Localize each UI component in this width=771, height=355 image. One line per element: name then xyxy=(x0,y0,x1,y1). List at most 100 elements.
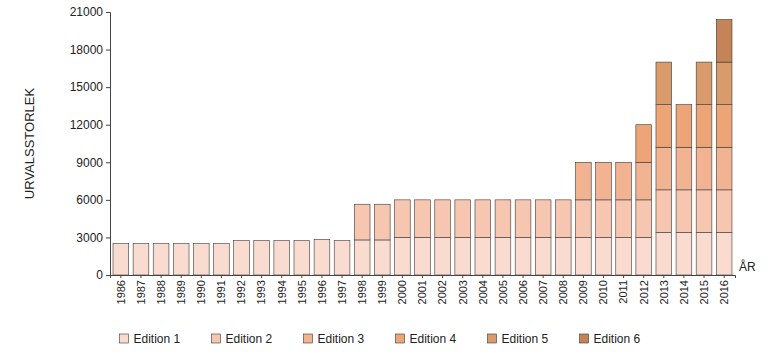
x-tick-mark xyxy=(623,275,624,278)
bar-segment xyxy=(475,237,491,275)
x-tick-mark xyxy=(724,275,725,278)
y-tick: 18000 xyxy=(70,43,110,57)
bar-segment xyxy=(576,237,592,275)
legend-item: Edition 1 xyxy=(120,332,181,346)
x-tick-label: 1986 xyxy=(115,280,127,304)
y-tick: 12000 xyxy=(70,118,110,132)
x-tick-label: 2008 xyxy=(557,280,569,304)
legend-label: Edition 3 xyxy=(318,332,365,346)
y-tick-label: 0 xyxy=(96,268,103,282)
x-tick: 2003 xyxy=(457,275,469,304)
x-tick-label: 1995 xyxy=(296,280,308,304)
x-tick: 2011 xyxy=(617,275,629,304)
bar-segment xyxy=(596,162,612,200)
x-tick-mark xyxy=(442,275,443,278)
y-tick-label: 6000 xyxy=(76,193,103,207)
x-tick-mark xyxy=(663,275,664,278)
bar-segment xyxy=(495,237,511,275)
x-tick-label: 1991 xyxy=(215,280,227,304)
bar-segment xyxy=(515,200,531,238)
y-tick-mark xyxy=(106,125,110,126)
bar-segment xyxy=(696,105,712,148)
bar-segment xyxy=(636,200,652,238)
x-tick-label: 1990 xyxy=(195,280,207,304)
x-tick-mark xyxy=(462,275,463,278)
x-tick-mark xyxy=(704,275,705,278)
bar-segment xyxy=(173,244,189,275)
bar-segment xyxy=(636,125,652,163)
x-tick-label: 1993 xyxy=(255,280,267,304)
x-tick-label: 2011 xyxy=(617,280,629,304)
legend-label: Edition 5 xyxy=(502,332,549,346)
x-tick: 2015 xyxy=(698,275,710,304)
bar-segment xyxy=(596,200,612,238)
x-tick-label: 1994 xyxy=(276,280,288,304)
legend-item: Edition 3 xyxy=(304,332,365,346)
bar-segment xyxy=(133,244,149,275)
x-tick-label: 2007 xyxy=(537,280,549,304)
x-tick: 2012 xyxy=(638,275,650,304)
x-tick-label: 2002 xyxy=(436,280,448,304)
bar-segment xyxy=(716,62,732,105)
x-tick-mark xyxy=(221,275,222,278)
x-tick-label: 2012 xyxy=(638,280,650,304)
y-tick-label: 12000 xyxy=(70,118,104,132)
x-tick-label: 2014 xyxy=(678,280,690,304)
x-tick: 1987 xyxy=(135,275,147,304)
y-tick-mark xyxy=(106,162,110,163)
x-tick-mark xyxy=(422,275,423,278)
x-tick-mark xyxy=(603,275,604,278)
x-tick-label: 2003 xyxy=(457,280,469,304)
bar-segment xyxy=(274,241,290,275)
x-axis-title: ÅR xyxy=(739,259,756,274)
x-tick-label: 2009 xyxy=(577,280,589,304)
x-tick-label: 1987 xyxy=(135,280,147,304)
x-tick-mark xyxy=(482,275,483,278)
bar-segment xyxy=(234,241,250,275)
x-tick-mark xyxy=(181,275,182,278)
x-tick-mark xyxy=(382,275,383,278)
x-tick-label: 2001 xyxy=(416,280,428,304)
y-tick-label: 3000 xyxy=(76,231,103,245)
x-tick-mark xyxy=(301,275,302,278)
y-axis-title: URVALSSTORLEK xyxy=(22,88,37,200)
y-tick-mark xyxy=(106,12,110,13)
bar-segment xyxy=(656,232,672,275)
bar-segment xyxy=(716,232,732,275)
x-tick-label: 2015 xyxy=(698,280,710,304)
x-tick: 2010 xyxy=(597,275,609,304)
bar-segment xyxy=(676,105,692,148)
x-axis: 1986198719881989199019911992199319941995… xyxy=(111,275,736,304)
bar-segment xyxy=(435,200,451,238)
x-tick-label: 1998 xyxy=(356,280,368,304)
legend-item: Edition 6 xyxy=(580,332,641,346)
x-tick: 2006 xyxy=(517,275,529,304)
x-tick-label: 2000 xyxy=(396,280,408,304)
bar-segment xyxy=(515,237,531,275)
x-tick-label: 2013 xyxy=(658,280,670,304)
bar-segment xyxy=(294,241,310,275)
x-tick: 1990 xyxy=(195,275,207,304)
bar-segment xyxy=(435,237,451,275)
x-tick: 1988 xyxy=(155,275,167,304)
x-tick-mark xyxy=(502,275,503,278)
bar-segment xyxy=(555,200,571,238)
x-tick: 2005 xyxy=(497,275,509,304)
bar-segment xyxy=(716,147,732,190)
y-axis-line xyxy=(106,13,111,276)
bar-segment xyxy=(636,162,652,200)
y-tick: 6000 xyxy=(76,193,110,207)
x-axis-line xyxy=(111,276,736,279)
x-tick-label: 2016 xyxy=(718,280,730,304)
bar-segment xyxy=(696,147,712,190)
x-tick: 2008 xyxy=(557,275,569,304)
bar-segment xyxy=(354,204,370,240)
y-tick-label: 18000 xyxy=(70,43,104,57)
y-tick-mark xyxy=(106,275,110,276)
x-tick-label: 1989 xyxy=(175,280,187,304)
x-tick-mark xyxy=(281,275,282,278)
bar-segment xyxy=(354,240,370,275)
x-tick-mark xyxy=(241,275,242,278)
y-tick-label: 9000 xyxy=(76,156,103,170)
x-tick: 1995 xyxy=(296,275,308,304)
